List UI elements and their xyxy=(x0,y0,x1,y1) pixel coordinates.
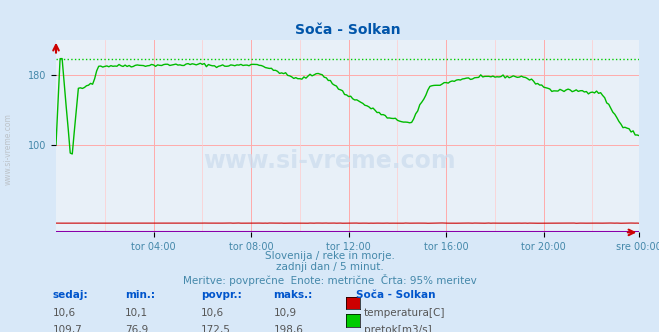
Text: maks.:: maks.: xyxy=(273,290,313,300)
Text: 172,5: 172,5 xyxy=(201,325,231,332)
Text: temperatura[C]: temperatura[C] xyxy=(364,308,445,318)
Title: Soča - Solkan: Soča - Solkan xyxy=(295,23,401,37)
Text: 10,6: 10,6 xyxy=(53,308,76,318)
Text: 10,9: 10,9 xyxy=(273,308,297,318)
Text: www.si-vreme.com: www.si-vreme.com xyxy=(3,114,13,185)
Text: 109,7: 109,7 xyxy=(53,325,82,332)
Text: 10,6: 10,6 xyxy=(201,308,224,318)
Text: sedaj:: sedaj: xyxy=(53,290,88,300)
Text: Soča - Solkan: Soča - Solkan xyxy=(356,290,436,300)
Text: www.si-vreme.com: www.si-vreme.com xyxy=(203,149,456,173)
Text: zadnji dan / 5 minut.: zadnji dan / 5 minut. xyxy=(275,262,384,272)
Text: Slovenija / reke in morje.: Slovenija / reke in morje. xyxy=(264,251,395,261)
Text: min.:: min.: xyxy=(125,290,156,300)
Text: 10,1: 10,1 xyxy=(125,308,148,318)
Text: pretok[m3/s]: pretok[m3/s] xyxy=(364,325,432,332)
Text: 198,6: 198,6 xyxy=(273,325,303,332)
Text: Meritve: povprečne  Enote: metrične  Črta: 95% meritev: Meritve: povprečne Enote: metrične Črta:… xyxy=(183,274,476,286)
Text: povpr.:: povpr.: xyxy=(201,290,242,300)
Text: 76,9: 76,9 xyxy=(125,325,148,332)
